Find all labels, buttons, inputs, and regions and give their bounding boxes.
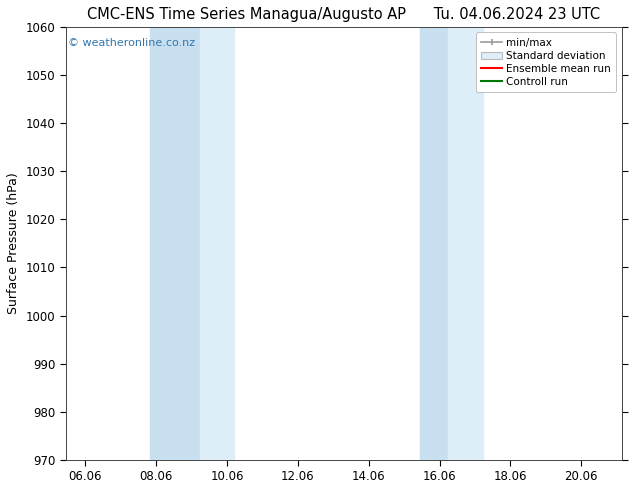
Y-axis label: Surface Pressure (hPa): Surface Pressure (hPa) <box>7 172 20 314</box>
Legend: min/max, Standard deviation, Ensemble mean run, Controll run: min/max, Standard deviation, Ensemble me… <box>476 32 616 92</box>
Bar <box>150 27 200 460</box>
Bar <box>420 27 448 460</box>
Bar <box>448 27 484 460</box>
Text: © weatheronline.co.nz: © weatheronline.co.nz <box>68 38 195 48</box>
Bar <box>200 27 234 460</box>
Title: CMC-ENS Time Series Managua/Augusto AP      Tu. 04.06.2024 23 UTC: CMC-ENS Time Series Managua/Augusto AP T… <box>87 7 600 22</box>
